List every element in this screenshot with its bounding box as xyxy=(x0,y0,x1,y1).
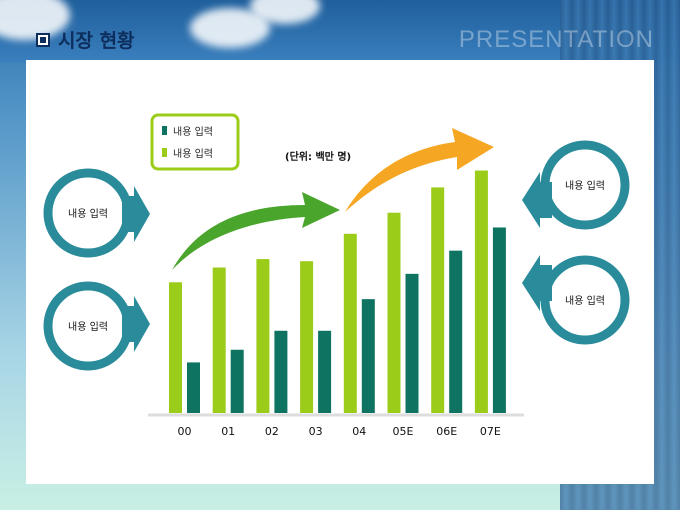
x-tick-label: 00 xyxy=(178,425,192,438)
legend-swatch-series2 xyxy=(162,148,167,157)
callout-left-bottom: 내용 입력 xyxy=(43,281,150,371)
callout-text: 내용 입력 xyxy=(565,294,605,307)
bar-series1-03 xyxy=(300,261,314,413)
bar-series2-07E xyxy=(492,227,506,413)
callout-left-top: 내용 입력 xyxy=(43,168,150,258)
x-tick-label: 01 xyxy=(221,425,235,438)
page-title-group: 시장 현황 xyxy=(36,26,135,53)
bar-series2-05E xyxy=(405,273,419,413)
arrow-right-icon xyxy=(122,296,150,352)
x-tick-label: 04 xyxy=(352,425,366,438)
unit-label: (단위: 백만 명) xyxy=(285,150,351,163)
x-tick-label: 06E xyxy=(436,425,457,438)
trend-arrow-green xyxy=(172,192,340,270)
arrow-left-icon xyxy=(522,172,552,228)
bar-series1-02 xyxy=(256,259,270,413)
callout-text: 내용 입력 xyxy=(68,320,108,333)
bars-group xyxy=(169,170,506,413)
arrow-left-icon xyxy=(522,255,552,311)
bar-series2-04 xyxy=(361,299,375,413)
brand-watermark: PRESENTATION xyxy=(458,26,654,53)
bar-series1-01 xyxy=(212,267,226,413)
bar-series1-04 xyxy=(343,233,357,413)
x-tick-label: 07E xyxy=(480,425,501,438)
callout-right-bottom: 내용 입력 xyxy=(522,255,630,345)
callout-text: 내용 입력 xyxy=(565,179,605,192)
bar-series1-05E xyxy=(387,212,401,413)
bar-series2-02 xyxy=(274,330,288,413)
bar-series1-00 xyxy=(169,282,182,413)
page-title: 시장 현황 xyxy=(58,30,135,52)
bar-series1-06E xyxy=(431,187,445,413)
arrow-right-icon xyxy=(122,186,150,242)
trend-arrow-orange xyxy=(345,128,494,212)
bar-series1-07E xyxy=(474,170,488,413)
bar-series2-01 xyxy=(230,349,244,413)
bar-series2-03 xyxy=(318,330,332,413)
title-bullet-icon xyxy=(36,32,50,47)
bar-series2-06E xyxy=(449,250,463,413)
callout-right-top: 내용 입력 xyxy=(522,140,630,230)
legend-label-2: 내용 입력 xyxy=(173,147,213,160)
legend-swatch-series1 xyxy=(162,126,167,135)
ticks-group: 00 01 02 03 04 05E 06E 07E xyxy=(178,425,501,438)
x-tick-label: 03 xyxy=(309,425,323,438)
x-tick-label: 05E xyxy=(393,425,414,438)
callout-text: 내용 입력 xyxy=(68,207,108,220)
bar-series2-00 xyxy=(187,362,200,413)
x-tick-label: 02 xyxy=(265,425,279,438)
legend-label-1: 내용 입력 xyxy=(173,125,213,138)
legend-box xyxy=(150,113,240,171)
